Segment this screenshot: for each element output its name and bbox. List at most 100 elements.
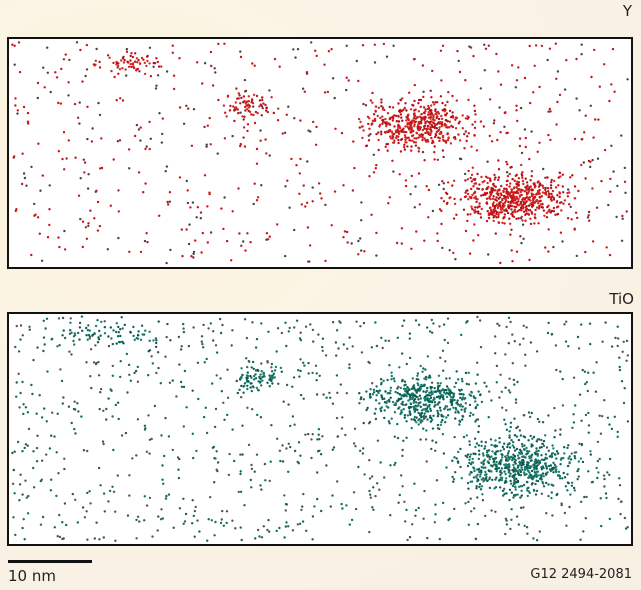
dot	[372, 153, 375, 156]
dot	[417, 136, 420, 139]
dot	[551, 189, 555, 193]
dot	[254, 110, 258, 114]
dot	[69, 321, 72, 324]
dot	[474, 537, 478, 541]
dot	[537, 222, 540, 225]
dot	[604, 321, 607, 324]
dot	[610, 83, 613, 86]
dot	[306, 226, 310, 229]
dot	[499, 373, 502, 376]
dot	[471, 166, 474, 169]
dot	[384, 117, 387, 121]
dot	[444, 392, 448, 396]
dot	[450, 391, 454, 395]
dot	[523, 190, 527, 193]
dot	[554, 213, 557, 216]
dot	[442, 187, 445, 191]
dot	[518, 144, 522, 148]
dot	[98, 66, 102, 69]
dot	[536, 417, 540, 421]
dot	[452, 217, 456, 220]
dot	[589, 104, 592, 108]
dot	[487, 212, 491, 215]
dot	[487, 416, 490, 419]
dot	[542, 485, 546, 488]
dot	[251, 62, 254, 65]
dot	[182, 497, 185, 500]
dot	[439, 95, 443, 98]
dot	[592, 136, 595, 139]
dot	[271, 376, 274, 379]
dot	[610, 144, 613, 147]
dot	[143, 239, 147, 243]
dot	[352, 442, 356, 445]
dot	[455, 401, 459, 404]
dot	[414, 117, 417, 120]
dot	[346, 347, 349, 350]
dot	[360, 351, 364, 354]
dot	[574, 404, 577, 407]
dot	[250, 389, 253, 393]
dot	[397, 138, 400, 142]
dot	[436, 409, 439, 413]
dot	[476, 473, 479, 476]
dot	[602, 474, 606, 477]
dot	[60, 67, 63, 71]
dot	[492, 214, 496, 217]
dot	[417, 172, 421, 175]
dot	[153, 404, 157, 408]
dot	[128, 373, 131, 376]
dot	[395, 136, 398, 140]
dot	[357, 239, 360, 243]
dot	[454, 381, 458, 385]
dot	[421, 370, 424, 373]
dot	[453, 197, 456, 201]
dot	[496, 322, 499, 325]
dot	[468, 403, 472, 407]
dot	[545, 211, 548, 215]
dot	[361, 452, 365, 455]
dot	[482, 193, 485, 197]
dot	[417, 411, 420, 415]
dot	[380, 336, 383, 340]
dot	[426, 536, 429, 540]
dot	[298, 192, 301, 195]
dot	[299, 393, 303, 397]
dot	[552, 471, 555, 474]
dot	[14, 209, 17, 213]
dot	[133, 338, 136, 342]
dot	[243, 504, 246, 507]
dot	[614, 336, 617, 340]
dot	[513, 455, 516, 458]
dot	[210, 64, 213, 68]
dot	[345, 76, 348, 79]
dot	[86, 137, 89, 141]
dot	[459, 198, 462, 201]
dot	[556, 474, 560, 477]
dot	[373, 117, 377, 121]
dot	[455, 99, 458, 102]
dot	[387, 339, 391, 342]
dot	[474, 195, 477, 198]
dot	[121, 67, 124, 70]
dot	[404, 179, 408, 182]
dot	[278, 65, 281, 68]
dot	[501, 406, 504, 409]
dot	[323, 91, 327, 94]
dot	[158, 214, 161, 217]
dot	[268, 154, 271, 157]
dot	[453, 385, 456, 389]
dot	[137, 171, 141, 174]
dot	[440, 79, 443, 82]
dot	[135, 57, 139, 60]
dot	[411, 134, 415, 137]
dot	[464, 454, 467, 457]
dot	[160, 141, 163, 144]
dot	[502, 189, 505, 193]
dot	[77, 331, 80, 335]
dot	[431, 209, 435, 213]
dot	[57, 317, 61, 320]
dot	[85, 510, 88, 513]
dot	[561, 240, 564, 243]
dot	[137, 128, 141, 131]
